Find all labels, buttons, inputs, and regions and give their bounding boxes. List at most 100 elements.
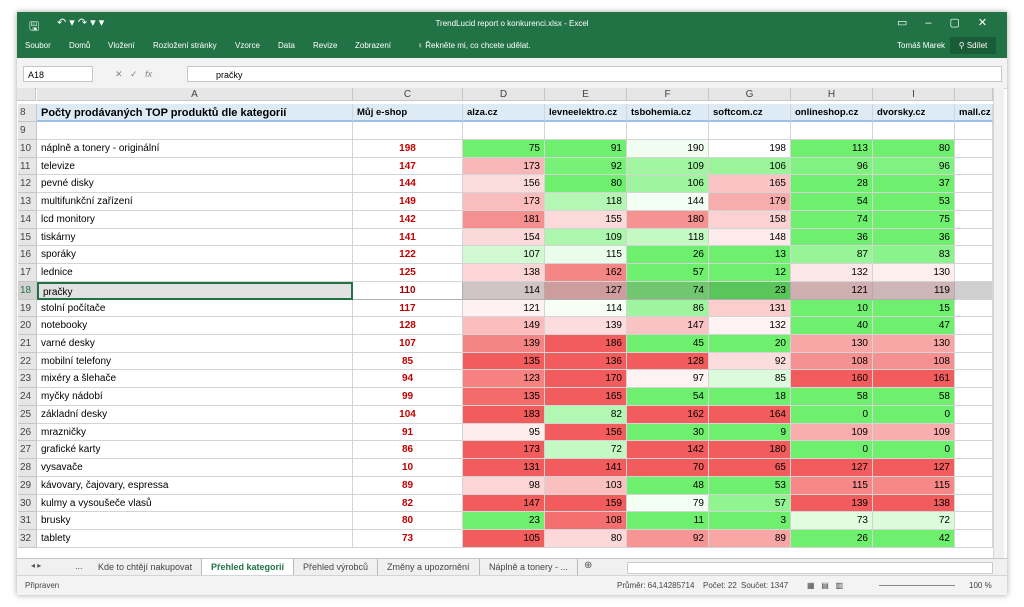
competitor-value-cell[interactable]: 109 bbox=[545, 228, 627, 247]
row-header[interactable]: 12 bbox=[18, 175, 37, 194]
ribbon-tab[interactable]: Rozložení stránky bbox=[153, 41, 217, 50]
competitor-value-cell[interactable]: 114 bbox=[463, 281, 545, 300]
competitor-value-cell[interactable]: 131 bbox=[709, 299, 791, 318]
competitor-value-cell[interactable]: 75 bbox=[873, 210, 955, 229]
undo-icon[interactable]: ↶ ▾ ↷ ▾ ▾ bbox=[57, 17, 105, 29]
competitor-value-cell[interactable]: 92 bbox=[545, 157, 627, 176]
competitor-value-cell[interactable]: 108 bbox=[545, 512, 627, 531]
competitor-value-cell[interactable]: 0 bbox=[873, 405, 955, 424]
competitor-value-cell[interactable]: 170 bbox=[545, 370, 627, 389]
row-header[interactable]: 32 bbox=[18, 530, 37, 548]
competitor-value-cell[interactable]: 109 bbox=[627, 157, 709, 176]
row-header[interactable]: 14 bbox=[18, 210, 37, 229]
competitor-value-cell[interactable]: 181 bbox=[463, 210, 545, 229]
competitor-value-cell[interactable]: 83 bbox=[873, 246, 955, 265]
category-cell[interactable]: kulmy a vysoušeče vlasů bbox=[37, 494, 353, 513]
competitor-value-cell[interactable]: 179 bbox=[709, 193, 791, 211]
column-header[interactable]: A bbox=[37, 88, 353, 101]
competitor-value-cell[interactable]: 130 bbox=[873, 335, 955, 353]
competitor-value-cell[interactable]: 173 bbox=[463, 157, 545, 176]
competitor-value-cell[interactable]: 121 bbox=[791, 281, 873, 300]
competitor-value-cell[interactable]: 40 bbox=[791, 317, 873, 336]
competitor-value-cell[interactable]: 12 bbox=[709, 264, 791, 282]
competitor-value-cell[interactable]: 26 bbox=[627, 246, 709, 265]
own-value-cell[interactable]: 91 bbox=[353, 423, 463, 442]
competitor-value-cell[interactable]: 164 bbox=[709, 405, 791, 424]
row-header[interactable]: 29 bbox=[18, 476, 37, 495]
competitor-value-cell[interactable]: 160 bbox=[791, 370, 873, 389]
own-value-cell[interactable]: 94 bbox=[353, 370, 463, 389]
competitor-value-cell[interactable]: 135 bbox=[463, 388, 545, 406]
competitor-value-cell[interactable]: 127 bbox=[545, 281, 627, 300]
ribbon-tab[interactable]: Soubor bbox=[25, 41, 51, 50]
competitor-value-cell[interactable]: 20 bbox=[709, 335, 791, 353]
competitor-value-cell[interactable]: 53 bbox=[709, 476, 791, 495]
category-cell[interactable]: grafické karty bbox=[37, 441, 353, 460]
competitor-value-cell[interactable]: 183 bbox=[463, 405, 545, 424]
competitor-value-cell[interactable]: 23 bbox=[463, 512, 545, 531]
competitor-value-cell[interactable]: 118 bbox=[627, 228, 709, 247]
row-header[interactable]: 11 bbox=[18, 157, 37, 176]
row-header[interactable]: 20 bbox=[18, 317, 37, 336]
competitor-value-cell[interactable]: 57 bbox=[709, 494, 791, 513]
competitor-value-cell[interactable]: 161 bbox=[873, 370, 955, 389]
competitor-value-cell[interactable]: 72 bbox=[545, 441, 627, 460]
competitor-value-cell[interactable]: 119 bbox=[873, 281, 955, 300]
competitor-value-cell[interactable]: 139 bbox=[791, 494, 873, 513]
window-controls[interactable]: ▭–▢✕ bbox=[897, 17, 1006, 29]
competitor-value-cell[interactable]: 109 bbox=[791, 423, 873, 442]
own-value-cell[interactable]: 89 bbox=[353, 476, 463, 495]
view-buttons[interactable]: ▦ ▤ ▥ bbox=[807, 581, 844, 590]
competitor-value-cell[interactable]: 36 bbox=[873, 228, 955, 247]
competitor-value-cell[interactable]: 115 bbox=[873, 476, 955, 495]
category-cell[interactable]: notebooky bbox=[37, 317, 353, 336]
competitor-value-cell[interactable]: 123 bbox=[463, 370, 545, 389]
share-button[interactable]: ⚲ Sdílet bbox=[950, 37, 996, 54]
fx-label[interactable]: fx bbox=[145, 69, 153, 79]
competitor-value-cell[interactable]: 139 bbox=[545, 317, 627, 336]
vertical-scrollbar[interactable] bbox=[993, 88, 1004, 558]
competitor-value-cell[interactable]: 186 bbox=[545, 335, 627, 353]
competitor-value-cell[interactable]: 23 bbox=[709, 281, 791, 300]
own-value-cell[interactable]: 141 bbox=[353, 228, 463, 247]
tab-nav[interactable]: ◂ ▸ bbox=[31, 561, 42, 570]
competitor-value-cell[interactable]: 54 bbox=[791, 193, 873, 211]
competitor-value-cell[interactable]: 103 bbox=[545, 476, 627, 495]
competitor-value-cell[interactable]: 149 bbox=[463, 317, 545, 336]
competitor-value-cell[interactable]: 138 bbox=[463, 264, 545, 282]
competitor-value-cell[interactable]: 127 bbox=[791, 459, 873, 477]
own-value-cell[interactable]: 104 bbox=[353, 405, 463, 424]
category-cell[interactable]: mixéry a šlehače bbox=[37, 370, 353, 389]
row-header[interactable]: 9 bbox=[18, 122, 37, 140]
competitor-value-cell[interactable]: 54 bbox=[627, 388, 709, 406]
competitor-value-cell[interactable]: 28 bbox=[791, 175, 873, 194]
competitor-value-cell[interactable]: 115 bbox=[545, 246, 627, 265]
own-value-cell[interactable]: 82 bbox=[353, 494, 463, 513]
category-cell[interactable]: mrazničky bbox=[37, 423, 353, 442]
row-header[interactable]: 19 bbox=[18, 299, 37, 318]
competitor-value-cell[interactable]: 57 bbox=[627, 264, 709, 282]
competitor-value-cell[interactable]: 121 bbox=[463, 299, 545, 318]
competitor-value-cell[interactable]: 156 bbox=[463, 175, 545, 194]
competitor-value-cell[interactable]: 73 bbox=[791, 512, 873, 531]
row-header[interactable]: 26 bbox=[18, 423, 37, 442]
competitor-value-cell[interactable]: 89 bbox=[709, 530, 791, 548]
own-value-cell[interactable]: 122 bbox=[353, 246, 463, 265]
tab-more[interactable]: ... bbox=[75, 561, 83, 571]
competitor-value-cell[interactable]: 118 bbox=[545, 193, 627, 211]
zoom-slider[interactable] bbox=[879, 585, 955, 586]
competitor-value-cell[interactable]: 132 bbox=[709, 317, 791, 336]
own-value-cell[interactable]: 10 bbox=[353, 459, 463, 477]
own-value-cell[interactable]: 117 bbox=[353, 299, 463, 318]
own-value-cell[interactable]: 147 bbox=[353, 157, 463, 176]
row-header[interactable]: 13 bbox=[18, 193, 37, 211]
competitor-value-cell[interactable]: 82 bbox=[545, 405, 627, 424]
own-value-cell[interactable]: 86 bbox=[353, 441, 463, 460]
competitor-value-cell[interactable]: 80 bbox=[545, 530, 627, 548]
competitor-value-cell[interactable]: 80 bbox=[873, 140, 955, 158]
row-header[interactable]: 16 bbox=[18, 246, 37, 265]
competitor-value-cell[interactable]: 108 bbox=[873, 352, 955, 371]
category-cell[interactable]: brusky bbox=[37, 512, 353, 531]
competitor-value-cell[interactable]: 130 bbox=[873, 264, 955, 282]
column-header[interactable]: E bbox=[545, 88, 627, 101]
